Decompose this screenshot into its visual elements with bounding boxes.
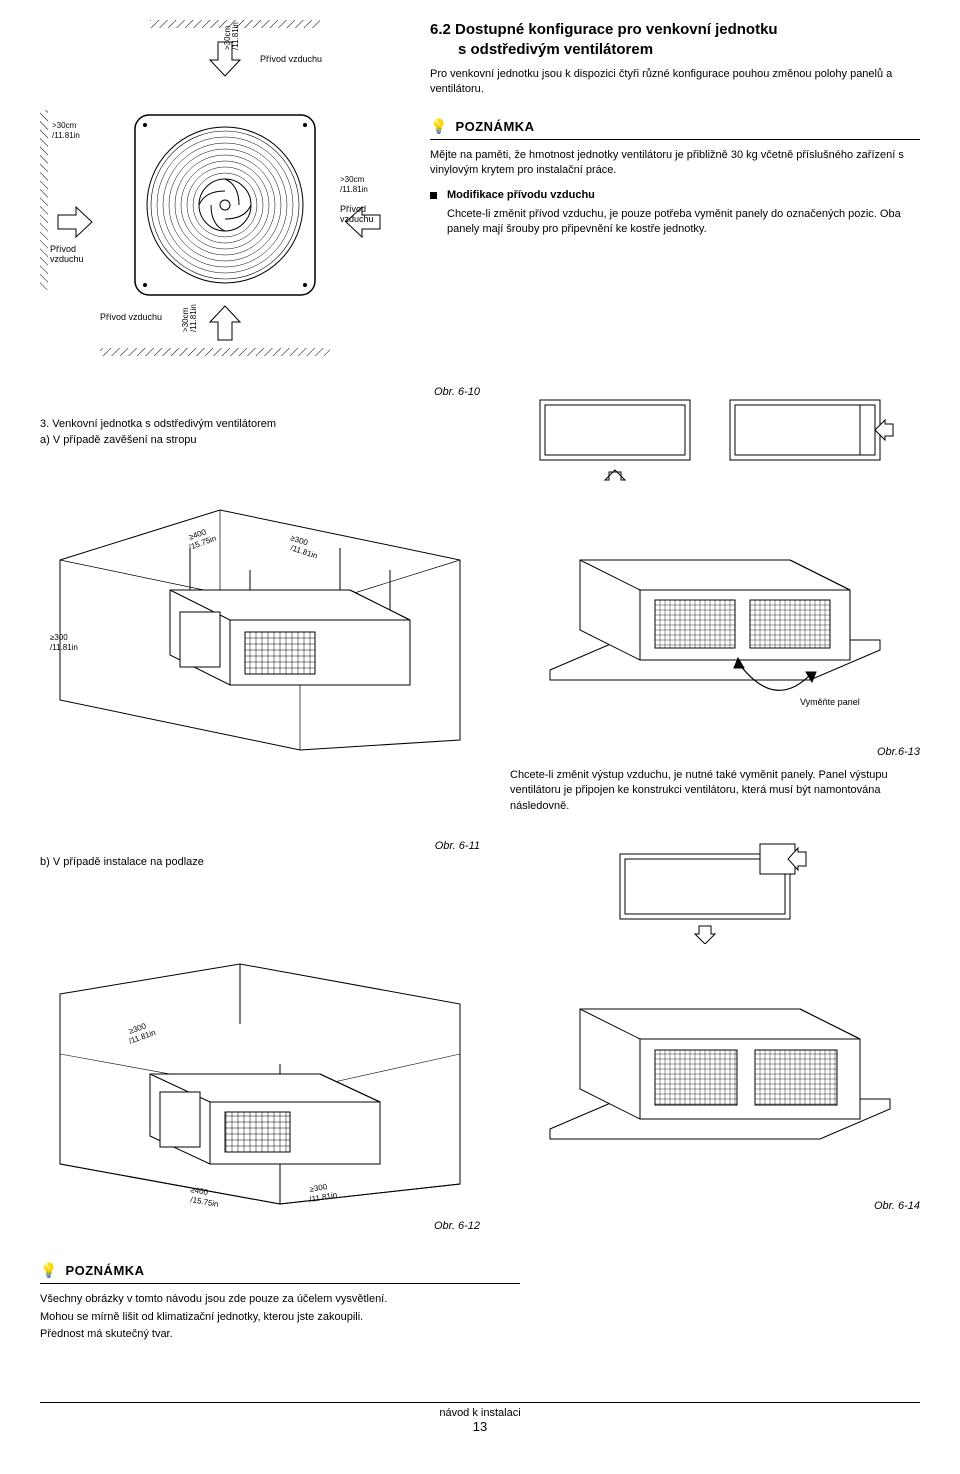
fan-diagram-block: Přívod vzduchu >30cm /11.81in >30cm /11.… [40, 20, 400, 360]
svg-text:/11.81in: /11.81in [52, 131, 80, 140]
fig-6-14-caption: Obr. 6-14 [510, 1200, 920, 1212]
outlet-note: Chcete-li změnit výstup vzduchu, je nutn… [510, 768, 920, 814]
list3-line: 3. Venkovní jednotka s odstředivým venti… [40, 418, 480, 430]
list3-sub-a: a) V případě zavěšení na stropu [40, 434, 480, 446]
list3-sub-b: b) V případě instalace na podlaze [40, 856, 480, 868]
fig-6-10-caption: Obr. 6-10 [434, 386, 480, 398]
footer-label: návod k instalaci [40, 1407, 920, 1419]
bulb-icon: 💡 [430, 118, 447, 135]
iso-ceiling-diagram: ≥400 /15.75in ≥300 /11.81in ≥300 /11.81i… [40, 500, 480, 760]
svg-text:/11.81in: /11.81in [231, 22, 240, 50]
svg-text:/11.81in: /11.81in [50, 643, 78, 652]
panel-top-views-2 [520, 834, 900, 944]
note-box-1: 💡 POZNÁMKA Mějte na paměti, že hmotnost … [430, 118, 920, 238]
svg-text:vzduchu: vzduchu [340, 214, 374, 224]
svg-text:vzduchu: vzduchu [50, 254, 84, 264]
list3-num: 3. [40, 418, 49, 430]
section-intro: Pro venkovní jednotku jsou k dispozici č… [430, 67, 920, 98]
note1-bullet-title: Modifikace přívodu vzduchu [447, 189, 595, 201]
panel-swap-label: Vyměňte panel [800, 697, 860, 707]
unit-iso-2 [510, 954, 910, 1194]
section-number: 6.2 [430, 21, 451, 38]
section-title-l1: Dostupné konfigurace pro venkovní jednot… [455, 21, 778, 38]
svg-text:Přívod: Přívod [50, 244, 76, 254]
svg-text:≥300: ≥300 [50, 633, 68, 642]
note-box-2: 💡 POZNÁMKA Všechny obrázky v tomto návod… [40, 1262, 520, 1342]
svg-text:/11.81in: /11.81in [189, 304, 198, 332]
fig-6-11-caption: Obr. 6-11 [435, 840, 480, 852]
iso-floor-diagram: ≥300 /11.81in ≥400 /15.75in ≥300 /11.81i… [40, 954, 480, 1214]
panel-swap-diagram: Vyměňte panel [510, 500, 910, 740]
svg-text:Přívod: Přívod [340, 204, 366, 214]
note1-bullet-text: Chcete-li změnit přívod vzduchu, je pouz… [447, 207, 920, 238]
fig-6-12-caption: Obr. 6-12 [434, 1220, 480, 1232]
note2-title: POZNÁMKA [65, 1263, 144, 1278]
svg-text:/15.75in: /15.75in [190, 1195, 220, 1209]
bulb-icon: 💡 [40, 1262, 57, 1279]
note2-t1: Všechny obrázky v tomto návodu jsou zde … [40, 1292, 520, 1307]
fig-6-13-caption: Obr.6-13 [510, 746, 920, 758]
note1-title: POZNÁMKA [455, 119, 534, 134]
note1-text: Mějte na paměti, že hmotnost jednotky ve… [430, 148, 920, 179]
svg-text:>30cm: >30cm [52, 121, 77, 130]
footer-divider [40, 1402, 920, 1403]
panel-top-views [520, 380, 900, 490]
svg-text:/11.81in: /11.81in [340, 185, 368, 194]
page-footer: návod k instalaci 13 [40, 1407, 920, 1434]
list3-title: Venkovní jednotka s odstředivým ventilát… [52, 418, 276, 430]
section-title: 6.2 Dostupné konfigurace pro venkovní je… [430, 20, 920, 59]
fan-clearance-diagram: Přívod vzduchu >30cm /11.81in >30cm /11.… [40, 20, 400, 360]
note2-t2: Mohou se mírně lišit od klimatizační jed… [40, 1310, 520, 1325]
svg-text:Přívod vzduchu: Přívod vzduchu [100, 312, 162, 322]
note2-t3: Přednost má skutečný tvar. [40, 1327, 520, 1342]
svg-text:>30cm: >30cm [340, 175, 365, 184]
section-title-l2: s odstředivým ventilátorem [458, 41, 653, 58]
square-bullet-icon [430, 192, 437, 199]
svg-text:Přívod vzduchu: Přívod vzduchu [260, 54, 322, 64]
footer-page: 13 [40, 1419, 920, 1434]
